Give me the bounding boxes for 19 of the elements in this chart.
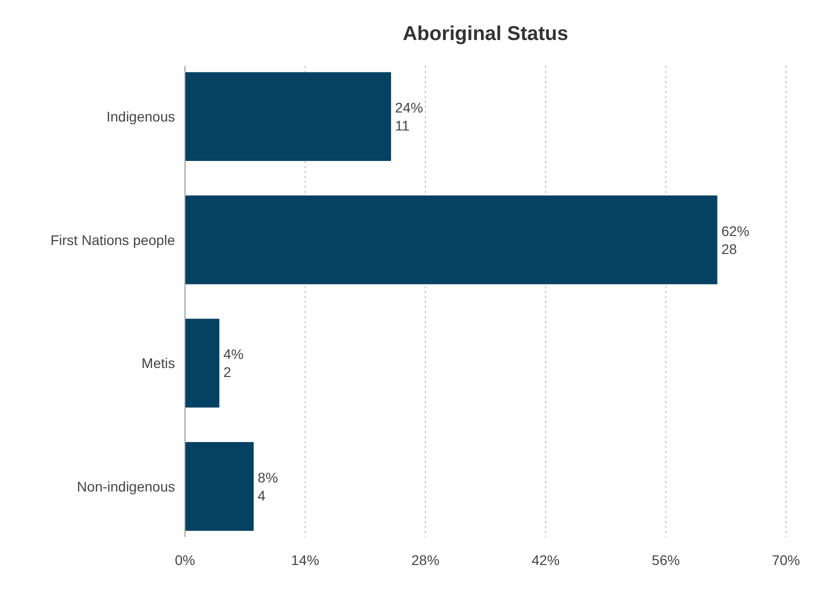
x-tick-label: 14% [291, 552, 320, 568]
y-tick-label: Metis [142, 355, 175, 372]
data-label: 8% 4 [258, 469, 278, 504]
chart-title: Aboriginal Status [402, 23, 568, 45]
y-tick-label: Indigenous [106, 108, 175, 124]
x-tick-label: 56% [652, 552, 680, 568]
x-tick-label: 42% [532, 552, 560, 568]
bar [185, 72, 392, 161]
bar [185, 318, 220, 408]
data-label: 24% 11 [395, 99, 424, 134]
data-label: 62% 28 [721, 222, 750, 257]
y-tick-label: Non-indigenous [76, 478, 175, 494]
x-tick-label: 0% [174, 552, 196, 568]
y-tick-label: First Nations people [50, 232, 176, 248]
x-tick-label: 70% [772, 552, 800, 568]
bar [185, 442, 254, 531]
data-label: 4% 2 [223, 346, 244, 380]
bar [185, 195, 718, 284]
x-tick-label: 28% [411, 552, 440, 568]
